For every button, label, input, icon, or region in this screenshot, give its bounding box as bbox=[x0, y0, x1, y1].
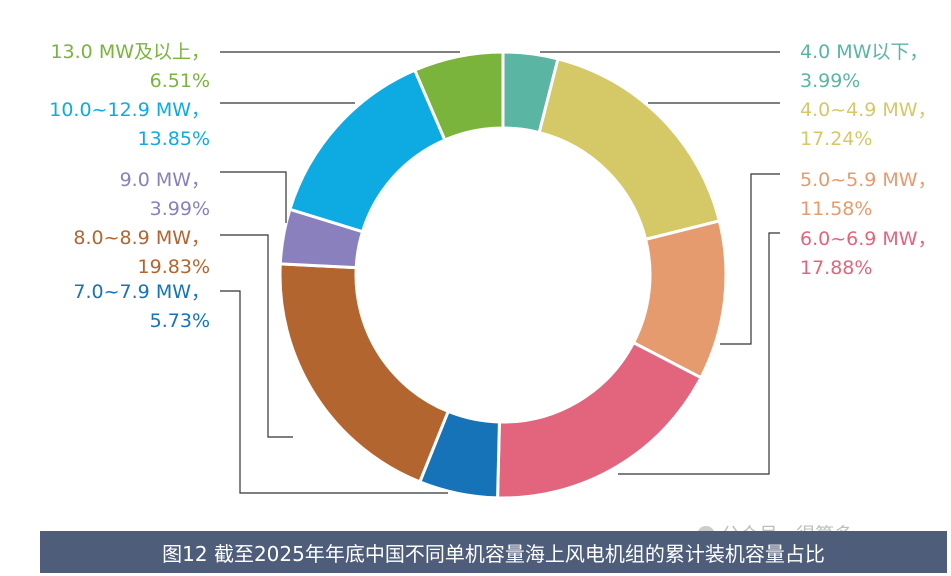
category-label-6-0-6-9-mw: 6.0~6.9 MW， bbox=[800, 228, 937, 250]
category-label-9-0-mw: 9.0 MW， bbox=[120, 169, 210, 191]
value-label-8: 6.51% bbox=[150, 70, 210, 92]
category-label-7-0-7-9-mw: 7.0~7.9 MW， bbox=[73, 281, 210, 303]
category-label-5-0-5-9-mw: 5.0~5.9 MW， bbox=[800, 169, 937, 191]
caption-bar: 图12 截至2025年年底中国不同单机容量海上风电机组的累计装机容量占比 bbox=[40, 531, 947, 573]
value-label-4: 5.73% bbox=[150, 310, 210, 332]
figure-caption: 图12 截至2025年年底中国不同单机容量海上风电机组的累计装机容量占比 bbox=[162, 541, 825, 566]
value-label-5: 19.83% bbox=[138, 256, 210, 278]
slice-1 bbox=[537, 57, 722, 242]
value-label-6: 3.99% bbox=[150, 198, 210, 220]
category-label-4-0-4-9-mw: 4.0~4.9 MW， bbox=[800, 99, 937, 121]
slice-7 bbox=[288, 68, 447, 234]
slice-3 bbox=[496, 340, 703, 500]
value-label-3: 17.88% bbox=[800, 257, 872, 279]
value-label-2: 11.58% bbox=[800, 198, 872, 220]
slice-5 bbox=[278, 262, 451, 484]
value-label-7: 13.85% bbox=[138, 128, 210, 150]
leader-line-6 bbox=[220, 171, 287, 223]
leader-line-4 bbox=[220, 290, 448, 494]
category-label-8-0-8-9-mw: 8.0~8.9 MW， bbox=[73, 227, 210, 249]
leader-line-2 bbox=[720, 173, 780, 345]
value-label-1: 17.24% bbox=[800, 128, 872, 150]
leader-line-3 bbox=[618, 232, 780, 475]
category-label-10-0-12-9-mw: 10.0~12.9 MW， bbox=[49, 99, 210, 121]
leader-line-5 bbox=[220, 234, 293, 438]
category-label-4-0-mw: 4.0 MW以下， bbox=[800, 41, 928, 63]
value-label-0: 3.99% bbox=[800, 70, 860, 92]
category-label-13-0-mw: 13.0 MW及以上， bbox=[50, 41, 210, 63]
slice-8 bbox=[412, 50, 505, 142]
